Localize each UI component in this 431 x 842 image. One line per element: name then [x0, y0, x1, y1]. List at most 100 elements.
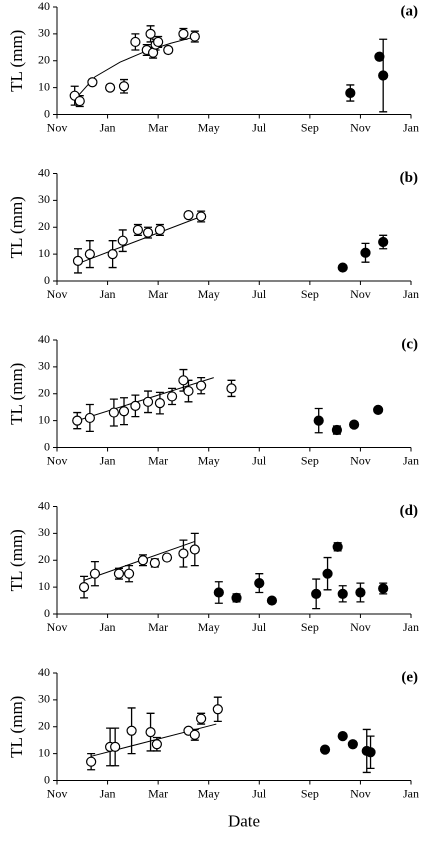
- y-tick-label: 20: [38, 53, 50, 67]
- x-tick-label: Jan: [403, 453, 419, 467]
- y-tick-label: 10: [38, 412, 50, 426]
- x-tick-label: Jul: [252, 786, 267, 800]
- data-point: [126, 725, 137, 736]
- x-tick-label: Jul: [252, 287, 267, 301]
- data-point: [86, 756, 97, 767]
- data-point: [189, 544, 200, 555]
- y-tick-label: 40: [38, 498, 50, 512]
- x-tick-label: Sep: [301, 453, 319, 467]
- x-tick-label: Nov: [350, 120, 371, 134]
- data-point: [360, 247, 371, 258]
- y-tick-label: 10: [38, 79, 50, 93]
- data-point: [151, 739, 162, 750]
- data-point: [142, 396, 154, 407]
- data-point: [378, 70, 389, 81]
- y-tick-label: 40: [38, 0, 50, 13]
- data-point: [118, 81, 130, 92]
- data-point: [213, 587, 224, 598]
- data-point: [189, 729, 200, 740]
- data-point: [266, 595, 278, 606]
- data-point: [183, 385, 194, 397]
- y-tick-label: 30: [38, 525, 50, 539]
- y-tick-label: 20: [38, 386, 50, 400]
- data-point: [374, 51, 385, 62]
- data-point: [178, 28, 189, 39]
- y-tick-label: 10: [38, 745, 50, 759]
- x-tick-label: Nov: [47, 287, 68, 301]
- x-tick-label: Nov: [47, 120, 68, 134]
- data-point: [154, 224, 166, 236]
- panel-label: (d): [400, 503, 418, 519]
- y-axis-label: TL (mm): [7, 696, 26, 758]
- data-point: [153, 36, 164, 48]
- data-point: [154, 398, 166, 409]
- data-point: [74, 95, 85, 107]
- data-point: [161, 552, 173, 563]
- data-point: [166, 391, 178, 402]
- y-tick-label: 30: [38, 692, 50, 706]
- x-tick-label: Jan: [100, 786, 116, 800]
- data-point: [104, 82, 116, 93]
- x-tick-label: Jan: [100, 620, 116, 634]
- data-point: [183, 210, 194, 221]
- y-tick-label: 40: [38, 165, 50, 179]
- data-point: [373, 404, 384, 415]
- y-axis-label: TL (mm): [7, 529, 26, 591]
- data-point: [189, 31, 200, 42]
- data-point: [331, 424, 343, 436]
- x-tick-label: Nov: [47, 786, 68, 800]
- x-tick-label: Sep: [301, 287, 319, 301]
- data-point: [145, 28, 156, 39]
- data-point: [196, 713, 207, 724]
- data-point: [110, 741, 121, 753]
- data-point: [84, 249, 95, 260]
- x-tick-label: Jan: [403, 786, 419, 800]
- data-point: [355, 587, 366, 598]
- x-tick-label: Mar: [148, 287, 168, 301]
- data-point: [123, 568, 135, 579]
- data-point: [163, 44, 174, 56]
- x-tick-label: Mar: [148, 786, 168, 800]
- x-tick-label: Jul: [252, 120, 267, 134]
- y-tick-label: 40: [38, 332, 50, 346]
- data-point: [231, 592, 242, 603]
- data-point: [212, 704, 223, 715]
- panel-label: (c): [401, 336, 418, 352]
- data-point: [142, 227, 154, 238]
- data-point: [365, 747, 376, 758]
- y-axis-label: TL (mm): [7, 363, 26, 425]
- data-point: [108, 407, 119, 418]
- y-tick-label: 30: [38, 192, 50, 206]
- x-tick-label: Sep: [301, 786, 319, 800]
- x-tick-label: Nov: [350, 453, 371, 467]
- data-point: [337, 262, 348, 273]
- y-tick-label: 20: [38, 552, 50, 566]
- x-tick-label: Mar: [148, 120, 168, 134]
- y-axis-label: TL (mm): [7, 30, 26, 92]
- data-point: [84, 412, 95, 424]
- x-tick-label: Jul: [252, 453, 267, 467]
- data-point: [311, 588, 322, 599]
- y-tick-label: 30: [38, 359, 50, 373]
- x-tick-label: Sep: [301, 620, 319, 634]
- data-point: [132, 224, 144, 236]
- data-point: [145, 727, 156, 738]
- x-tick-label: Jan: [403, 620, 419, 634]
- x-axis-label: Date: [228, 811, 260, 830]
- data-point: [378, 583, 389, 594]
- x-tick-label: May: [198, 786, 220, 800]
- x-tick-label: Jul: [252, 620, 267, 634]
- data-point: [378, 236, 389, 248]
- x-tick-label: Nov: [47, 453, 68, 467]
- x-tick-label: Jan: [100, 453, 116, 467]
- data-point: [226, 383, 237, 394]
- data-point: [178, 548, 189, 559]
- x-tick-label: Nov: [350, 786, 371, 800]
- data-point: [178, 375, 189, 386]
- data-point: [130, 400, 141, 411]
- x-tick-label: Mar: [148, 620, 168, 634]
- y-tick-label: 0: [44, 606, 50, 620]
- data-point: [319, 744, 331, 755]
